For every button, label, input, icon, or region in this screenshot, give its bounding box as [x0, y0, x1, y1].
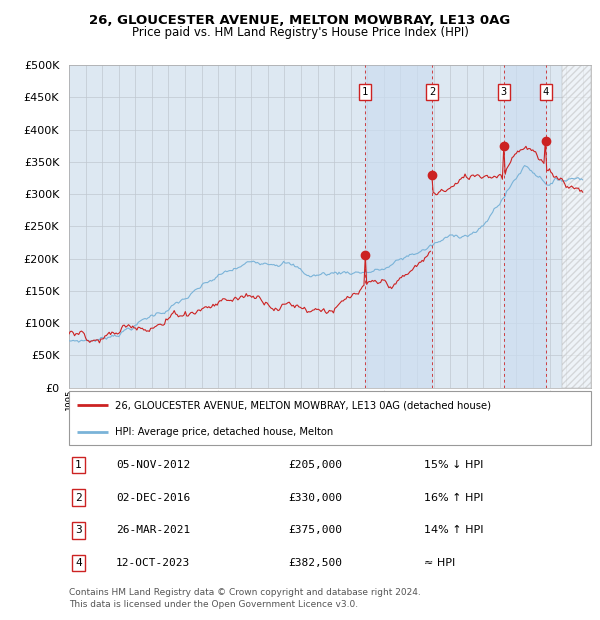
Text: 2: 2	[429, 87, 436, 97]
Bar	[562, 65, 591, 388]
Text: 2: 2	[75, 492, 82, 503]
Text: £375,000: £375,000	[288, 525, 342, 536]
Bar	[562, 65, 591, 388]
Text: 26, GLOUCESTER AVENUE, MELTON MOWBRAY, LE13 0AG (detached house): 26, GLOUCESTER AVENUE, MELTON MOWBRAY, L…	[115, 401, 491, 410]
Text: £382,500: £382,500	[288, 558, 342, 569]
Text: 1: 1	[362, 87, 368, 97]
Text: ≈ HPI: ≈ HPI	[424, 558, 455, 569]
Text: Price paid vs. HM Land Registry's House Price Index (HPI): Price paid vs. HM Land Registry's House …	[131, 26, 469, 39]
Text: 05-NOV-2012: 05-NOV-2012	[116, 459, 190, 470]
Text: 4: 4	[543, 87, 549, 97]
Text: 1: 1	[75, 459, 82, 470]
Text: 26, GLOUCESTER AVENUE, MELTON MOWBRAY, LE13 0AG: 26, GLOUCESTER AVENUE, MELTON MOWBRAY, L…	[89, 14, 511, 27]
Text: Contains HM Land Registry data © Crown copyright and database right 2024.
This d: Contains HM Land Registry data © Crown c…	[69, 588, 421, 609]
Text: 14% ↑ HPI: 14% ↑ HPI	[424, 525, 484, 536]
FancyBboxPatch shape	[69, 391, 591, 445]
Text: 12-OCT-2023: 12-OCT-2023	[116, 558, 190, 569]
Text: 26-MAR-2021: 26-MAR-2021	[116, 525, 190, 536]
Text: £330,000: £330,000	[288, 492, 342, 503]
Text: 15% ↓ HPI: 15% ↓ HPI	[424, 459, 484, 470]
Text: 4: 4	[75, 558, 82, 569]
Text: 3: 3	[500, 87, 507, 97]
Text: 3: 3	[75, 525, 82, 536]
Bar	[365, 65, 432, 388]
Text: 02-DEC-2016: 02-DEC-2016	[116, 492, 190, 503]
Bar	[503, 65, 546, 388]
Text: 16% ↑ HPI: 16% ↑ HPI	[424, 492, 484, 503]
Text: £205,000: £205,000	[288, 459, 342, 470]
Text: HPI: Average price, detached house, Melton: HPI: Average price, detached house, Melt…	[115, 427, 333, 436]
